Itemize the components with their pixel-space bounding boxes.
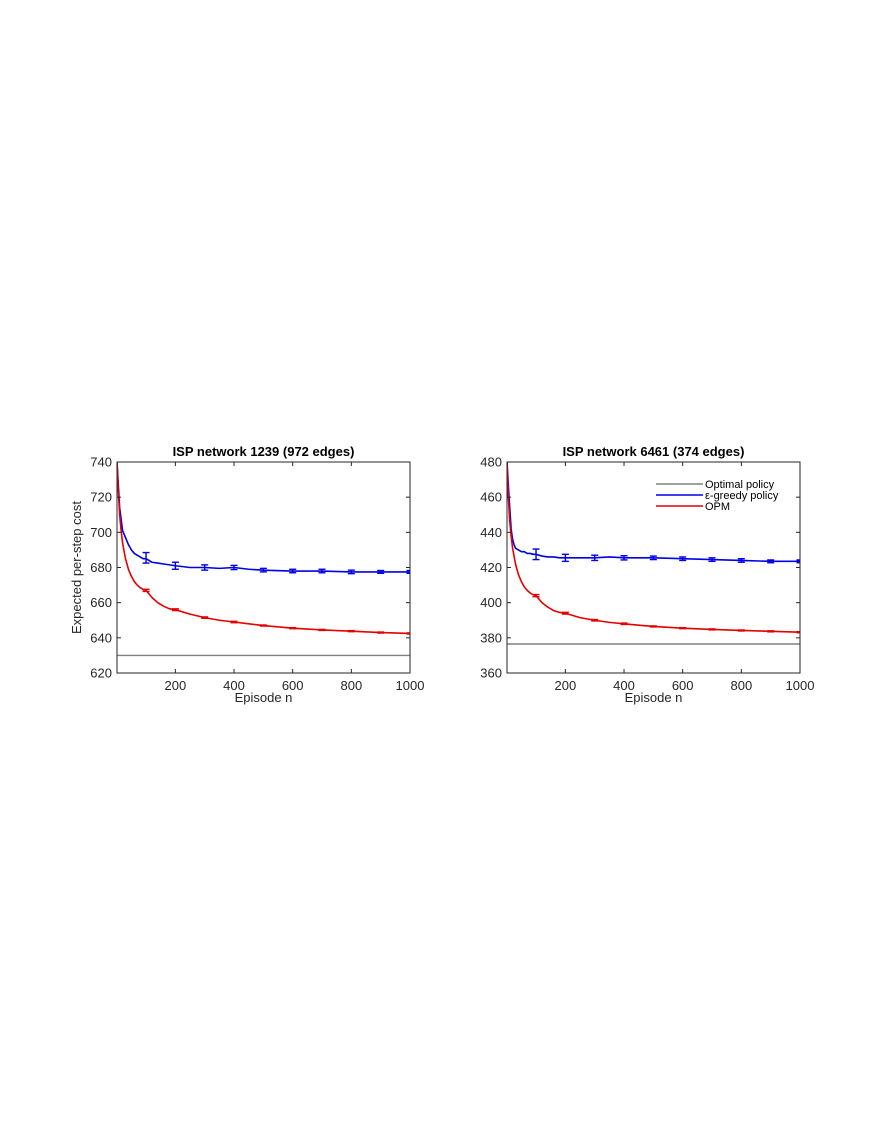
y-tick-label: 480 bbox=[480, 455, 502, 470]
error-bar bbox=[649, 625, 657, 628]
error-bar bbox=[318, 568, 326, 574]
error-bar bbox=[737, 558, 745, 563]
series-line-greedy-policy bbox=[507, 462, 800, 563]
error-bar bbox=[201, 616, 209, 620]
y-tick-label: 640 bbox=[90, 630, 112, 645]
y-tick-label: 720 bbox=[90, 490, 112, 505]
error-bar bbox=[377, 569, 385, 575]
error-bar bbox=[532, 593, 540, 598]
error-bar bbox=[561, 553, 569, 563]
x-tick-label: 1000 bbox=[786, 678, 815, 693]
error-bar bbox=[406, 569, 410, 575]
chart-title: ISP network 1239 (972 edges) bbox=[173, 444, 355, 459]
error-bar bbox=[171, 561, 179, 570]
series-line-greedy-policy bbox=[117, 462, 410, 573]
error-bar bbox=[649, 555, 657, 561]
error-bar bbox=[591, 618, 599, 622]
error-bar bbox=[708, 628, 716, 631]
plot-area bbox=[507, 462, 800, 645]
legend-label: ε-greedy policy bbox=[705, 490, 779, 502]
x-tick-label: 400 bbox=[223, 678, 245, 693]
legend-label: Optimal policy bbox=[705, 479, 775, 491]
axes-box bbox=[116, 461, 411, 674]
x-axis-label: Episode n bbox=[625, 690, 683, 705]
x-tick-label: 200 bbox=[165, 678, 187, 693]
y-tick-label: 400 bbox=[480, 595, 502, 610]
y-axis-label: Expected per-step cost bbox=[69, 501, 84, 634]
y-tick-label: 740 bbox=[90, 455, 112, 470]
x-tick-label: 800 bbox=[340, 678, 362, 693]
y-tick-label: 420 bbox=[480, 560, 502, 575]
x-tick-label: 200 bbox=[555, 678, 577, 693]
x-axis-label: Episode n bbox=[235, 690, 293, 705]
series-line-opm bbox=[507, 462, 800, 634]
y-tick-label: 700 bbox=[90, 525, 112, 540]
legend-label: OPM bbox=[705, 501, 730, 513]
y-tick-label: 680 bbox=[90, 560, 112, 575]
error-bar bbox=[171, 608, 179, 612]
y-tick-label: 440 bbox=[480, 525, 502, 540]
chart-isp-6461: 200 400 600 800 1000 360 380 400 420 440 460 480 ISP… bbox=[480, 444, 814, 705]
error-bar bbox=[318, 628, 326, 632]
error-bar bbox=[406, 632, 410, 635]
x-tick-label: 800 bbox=[730, 678, 752, 693]
plot-area bbox=[117, 462, 410, 657]
error-bar bbox=[679, 556, 687, 562]
error-bar bbox=[201, 564, 209, 571]
error-bar bbox=[679, 626, 687, 630]
x-tick-label: 600 bbox=[282, 678, 304, 693]
error-bar bbox=[377, 631, 385, 634]
error-bar bbox=[561, 611, 569, 615]
error-bar bbox=[347, 629, 355, 633]
x-tick-label: 400 bbox=[613, 678, 635, 693]
error-bar bbox=[289, 626, 297, 630]
error-bar bbox=[142, 551, 150, 564]
error-bar bbox=[289, 568, 297, 574]
series-line-opm bbox=[117, 462, 410, 635]
error-bar bbox=[532, 548, 540, 561]
y-tick-label: 380 bbox=[480, 630, 502, 645]
error-bar bbox=[737, 629, 745, 632]
error-bar bbox=[259, 567, 267, 573]
error-bar bbox=[620, 555, 628, 561]
error-bar bbox=[796, 559, 800, 564]
error-bar bbox=[142, 588, 150, 593]
error-bar bbox=[230, 620, 238, 624]
x-tick-label: 600 bbox=[672, 678, 694, 693]
error-bar bbox=[708, 557, 716, 563]
y-tick-label: 620 bbox=[90, 666, 112, 681]
error-bar bbox=[796, 630, 800, 634]
y-tick-label: 660 bbox=[90, 595, 112, 610]
error-bar bbox=[230, 564, 238, 571]
y-tick-label: 360 bbox=[480, 666, 502, 681]
error-bar bbox=[259, 624, 267, 627]
error-bar bbox=[591, 554, 599, 562]
chart-isp-1239: 200 400 600 800 1000 620 640 660 680 700 720 740 ISP… bbox=[69, 444, 424, 705]
error-bar bbox=[620, 622, 628, 626]
error-bar bbox=[767, 559, 775, 564]
error-bar bbox=[767, 630, 775, 633]
x-tick-label: 1000 bbox=[396, 678, 425, 693]
error-bar bbox=[347, 569, 355, 575]
chart-title: ISP network 6461 (374 edges) bbox=[563, 444, 745, 459]
y-tick-label: 460 bbox=[480, 490, 502, 505]
